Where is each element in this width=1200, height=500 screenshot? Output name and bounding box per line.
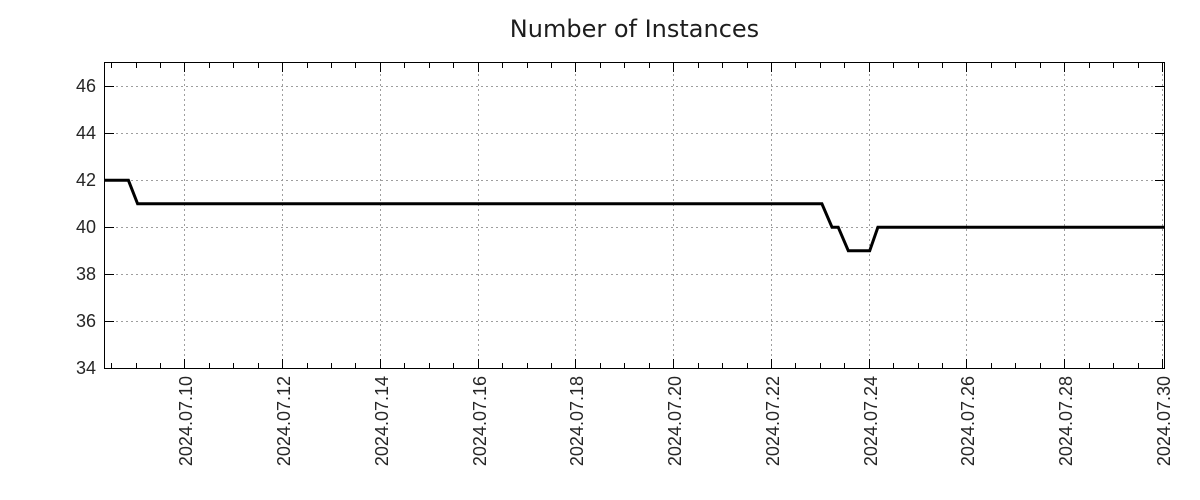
x-tick-label: 2024.07.16 (470, 376, 490, 466)
x-tick-label: 2024.07.30 (1154, 376, 1174, 466)
y-tick-label: 38 (76, 264, 96, 284)
x-tick-label: 2024.07.12 (274, 376, 294, 466)
axis-labels: 34 36 38 40 42 44 46 2024.07.10 2024.07.12 2024.0… (76, 76, 1174, 466)
grid-layer (106, 64, 1163, 367)
y-tick-label: 46 (76, 76, 96, 96)
series-layer (105, 178, 1164, 253)
x-tick-label: 2024.07.24 (861, 376, 881, 466)
y-tick-label: 40 (76, 217, 96, 237)
x-tick-label: 2024.07.18 (567, 376, 587, 466)
y-tick-label: 34 (76, 358, 96, 378)
x-tick-label: 2024.07.26 (958, 376, 978, 466)
y-tick-label: 44 (76, 123, 96, 143)
x-tick-label: 2024.07.28 (1056, 376, 1076, 466)
axis-frame (104, 62, 1165, 369)
x-tick-label: 2024.07.10 (176, 376, 196, 466)
chart-title: Number of Instances (509, 15, 760, 43)
y-tick-label: 42 (76, 170, 96, 190)
x-tick-label: 2024.07.14 (372, 376, 392, 466)
series-instances (105, 178, 1164, 253)
x-tick-label: 2024.07.20 (665, 376, 685, 466)
y-tick-label: 36 (76, 311, 96, 331)
x-tick-label: 2024.07.22 (763, 376, 783, 466)
